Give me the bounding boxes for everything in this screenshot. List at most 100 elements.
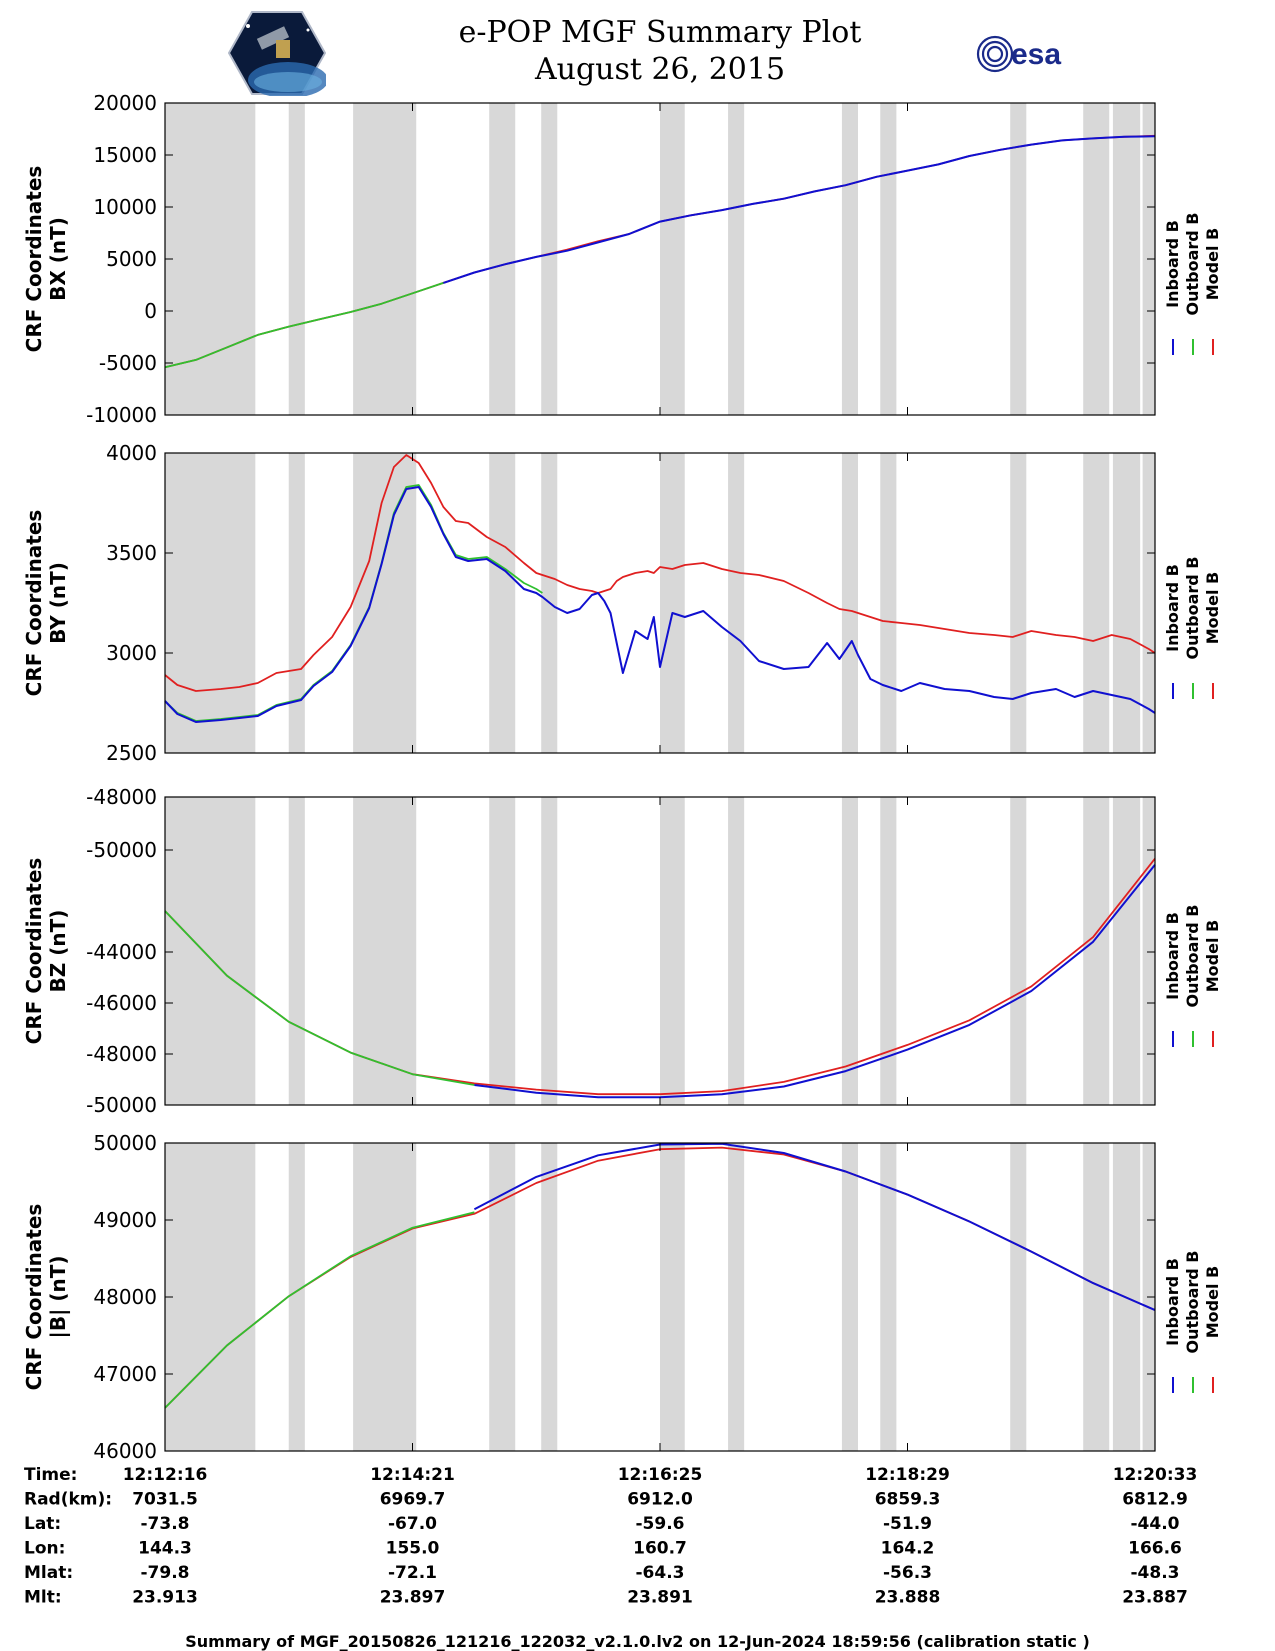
series-line-outboard	[164, 1211, 475, 1409]
ephemeris-value: 23.897	[380, 1588, 446, 1608]
y-tick-label: 0	[144, 299, 157, 323]
shade-region	[660, 103, 685, 415]
ephemeris-value: -48.3	[1131, 1563, 1180, 1583]
y-tick-label: 47000	[93, 1362, 157, 1386]
y-axis-label-line2: |B| (nT)	[46, 1256, 70, 1339]
shade-region	[1010, 453, 1027, 753]
ephemeris-value: -79.8	[141, 1563, 190, 1583]
panel-2: 2500 3000 3500 4000 CRF CoordinatesBY (nT) In…	[22, 441, 1222, 765]
y-axis-label-line1: CRF Coordinates	[22, 166, 46, 353]
time-tick-label: 12:12:16	[123, 1465, 208, 1485]
ephemeris-value: 164.2	[881, 1539, 935, 1559]
legend-label: Model B	[1203, 228, 1222, 300]
time-tick-label: 12:20:33	[1113, 1465, 1198, 1485]
plot-date: August 26, 2015	[534, 52, 786, 87]
y-axis-label-line2: BY (nT)	[46, 562, 70, 644]
ephemeris-value: -67.0	[388, 1514, 437, 1534]
series-line-inboard	[474, 864, 1156, 1099]
shade-region	[841, 453, 858, 753]
ephemeris-value: 160.7	[633, 1539, 687, 1559]
ephemeris-value: -72.1	[388, 1563, 437, 1583]
shade-region	[288, 797, 305, 1105]
panel-1: -10000 -5000 0 5000 10000 15000 20000 CRF Coord…	[22, 91, 1222, 427]
shade-region	[660, 1143, 685, 1451]
shade-region	[728, 797, 745, 1105]
ephemeris-value: -59.6	[636, 1514, 685, 1534]
series-line-inboard	[164, 486, 1156, 723]
shade-region	[165, 103, 256, 415]
legend-label: Outboard B	[1183, 905, 1202, 1008]
shade-region	[288, 453, 305, 753]
legend-label: Inboard B	[1163, 1258, 1182, 1346]
ephemeris-value: -64.3	[636, 1563, 685, 1583]
shade-region	[1083, 797, 1110, 1105]
shade-region	[1083, 103, 1110, 415]
y-axis-label: CRF CoordinatesBZ (nT)	[22, 858, 70, 1045]
ephemeris-row-label: Lat:	[24, 1514, 61, 1534]
y-tick-label: -48000	[86, 785, 157, 809]
shade-region	[288, 103, 305, 415]
shade-region	[489, 797, 516, 1105]
shade-region	[353, 1143, 417, 1451]
ephemeris-value: 155.0	[386, 1539, 440, 1559]
shade-region	[1112, 797, 1141, 1105]
shade-region	[880, 453, 897, 753]
panel-4: 46000 47000 48000 49000 50000 CRF Coordinates…	[22, 1131, 1222, 1463]
ephemeris-value: 6812.9	[1122, 1490, 1188, 1510]
legend-label: Inboard B	[1163, 220, 1182, 308]
ephemeris-row-label: Mlt:	[24, 1588, 62, 1608]
y-tick-label: 3000	[106, 641, 157, 665]
ephemeris-value: 144.3	[138, 1539, 192, 1559]
shade-region	[880, 1143, 897, 1451]
y-axis-label: CRF Coordinates|B| (nT)	[22, 1204, 70, 1391]
y-axis-label: CRF CoordinatesBX (nT)	[22, 166, 70, 353]
shade-region	[489, 453, 516, 753]
esa-logo: esa	[976, 35, 1061, 73]
legend-label: Model B	[1203, 920, 1222, 992]
ephemeris-value: 23.888	[875, 1588, 941, 1608]
time-tick-label: 12:18:29	[865, 1465, 950, 1485]
panel-3: -50000 -48000 -46000 -44000 -50000 -48000 CRF …	[22, 785, 1222, 1117]
footer-summary: Summary of MGF_20150826_121216_122032_v2…	[185, 1632, 1090, 1651]
shade-region	[1010, 797, 1027, 1105]
shade-region	[1083, 1143, 1110, 1451]
y-tick-label: 49000	[93, 1208, 157, 1232]
ephemeris-value: -73.8	[141, 1514, 190, 1534]
shade-region	[660, 797, 685, 1105]
shade-region	[288, 1143, 305, 1451]
y-tick-label: 5000	[106, 247, 157, 271]
cassiope-logo	[228, 11, 326, 96]
y-tick-label: 2500	[106, 741, 157, 765]
shade-region	[353, 453, 417, 753]
y-tick-label: -50000	[86, 838, 157, 862]
y-tick-label: -5000	[99, 351, 157, 375]
y-tick-label: 20000	[93, 91, 157, 115]
shade-region	[165, 797, 256, 1105]
ephemeris-value: 6912.0	[627, 1490, 693, 1510]
ephemeris-value: 23.891	[627, 1588, 693, 1608]
shade-region	[1112, 453, 1141, 753]
ephemeris-value: 6969.7	[380, 1490, 446, 1510]
y-tick-label: -48000	[86, 1042, 157, 1066]
ephemeris-value: 6859.3	[875, 1490, 941, 1510]
shade-region	[660, 453, 685, 753]
ephemeris-row-label: Lon:	[24, 1539, 65, 1559]
y-tick-label: 3500	[106, 541, 157, 565]
shade-region	[1010, 1143, 1027, 1451]
y-tick-label: 10000	[93, 195, 157, 219]
legend-label: Outboard B	[1183, 557, 1202, 660]
shade-region	[728, 103, 745, 415]
y-tick-label: 15000	[93, 143, 157, 167]
legend-label: Outboard B	[1183, 1251, 1202, 1354]
series-line-inboard	[473, 1142, 1156, 1312]
shade-region	[1142, 453, 1155, 753]
esa-logo-text: esa	[1011, 38, 1061, 71]
shade-region	[841, 1143, 858, 1451]
shade-region	[1010, 103, 1027, 415]
ephemeris-value: 166.6	[1128, 1539, 1182, 1559]
shade-region	[728, 453, 745, 753]
y-axis-label-line2: BZ (nT)	[46, 910, 70, 993]
legend-label: Inboard B	[1163, 564, 1182, 652]
legend-label: Inboard B	[1163, 912, 1182, 1000]
